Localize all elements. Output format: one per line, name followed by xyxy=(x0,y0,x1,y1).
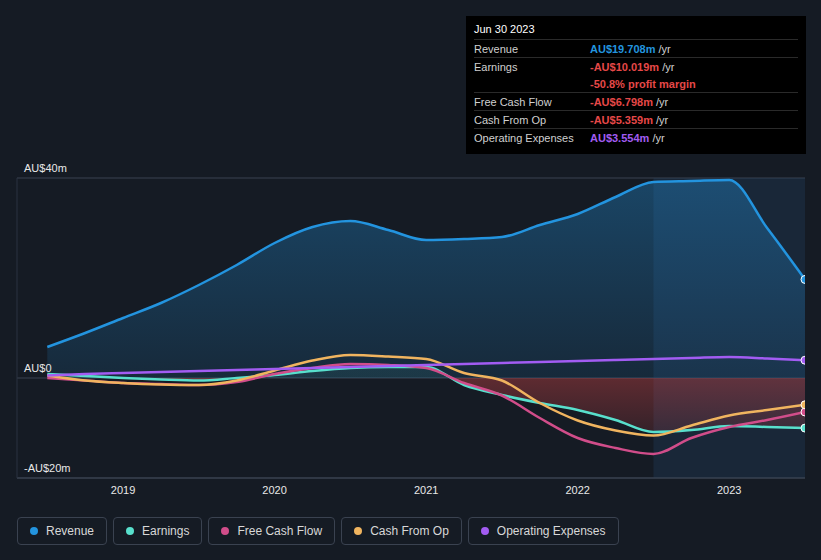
svg-text:-AU$20m: -AU$20m xyxy=(24,462,70,474)
html-text:-50.8% profit margin: -50.8% profit margin xyxy=(590,77,696,90)
svg-text:2020: 2020 xyxy=(262,484,286,496)
html-text:Cash From Op: Cash From Op xyxy=(370,524,449,538)
svg-text:AU$40m: AU$40m xyxy=(24,162,67,174)
svg-text:AU$0: AU$0 xyxy=(24,362,52,374)
html-text:-AU$5.359m /yr: -AU$5.359m /yr xyxy=(590,113,669,126)
html-text:Earnings: Earnings xyxy=(142,524,190,538)
html-text:AU$3.554m /yr: AU$3.554m /yr xyxy=(590,131,665,144)
svg-text:2022: 2022 xyxy=(565,484,589,496)
html-text:Free Cash Flow: Free Cash Flow xyxy=(474,95,552,108)
html-text:-AU$10.019m /yr: -AU$10.019m /yr xyxy=(590,60,675,73)
svg-text:2021: 2021 xyxy=(414,484,438,496)
html-text:Revenue: Revenue xyxy=(46,524,94,538)
html-text:Earnings: Earnings xyxy=(474,60,518,73)
html-text:-AU$6.798m /yr: -AU$6.798m /yr xyxy=(590,95,669,108)
html-text:Operating Expenses: Operating Expenses xyxy=(496,524,606,538)
svg-text:2023: 2023 xyxy=(717,484,741,496)
html-text:Revenue: Revenue xyxy=(474,42,518,55)
html-text:Jun 30 2023: Jun 30 2023 xyxy=(474,23,535,35)
html-text:Operating Expenses: Operating Expenses xyxy=(474,131,574,144)
html-text:AU$19.708m /yr: AU$19.708m /yr xyxy=(590,42,671,55)
html-text:Cash From Op: Cash From Op xyxy=(474,113,547,126)
svg-text:2019: 2019 xyxy=(111,484,135,496)
html-text:Free Cash Flow: Free Cash Flow xyxy=(237,524,323,538)
